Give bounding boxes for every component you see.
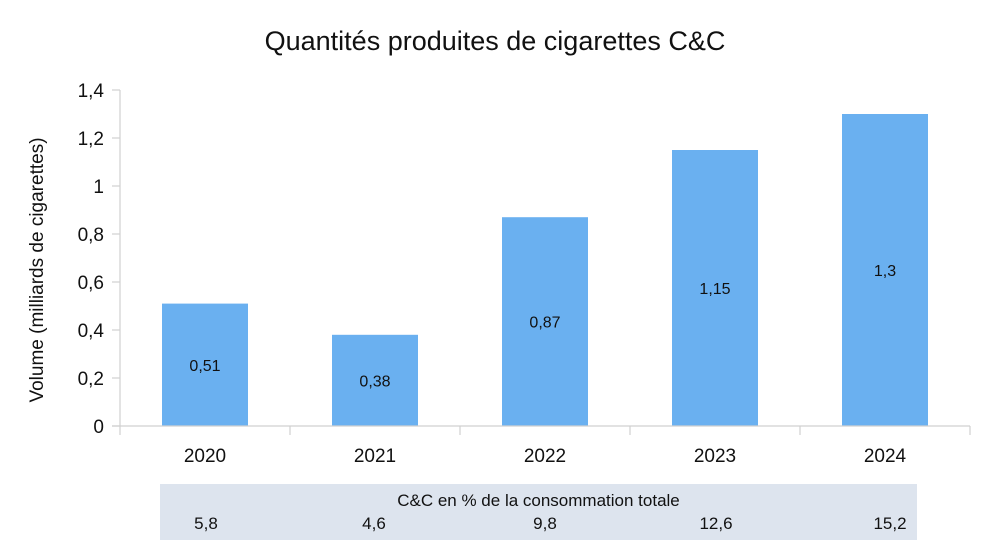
percentage-table: C&C en % de la consommation totale 5,8 4… xyxy=(160,484,917,540)
table-value-2020: 5,8 xyxy=(194,514,218,533)
bar-2023 xyxy=(672,150,758,426)
x-tick-label-2022: 2022 xyxy=(524,446,566,467)
bar-2020 xyxy=(162,303,248,426)
y-tick-label: 1,4 xyxy=(78,81,105,102)
data-label-2024: 1,3 xyxy=(874,263,896,280)
bar-2024 xyxy=(842,114,928,426)
table-value-2023: 12,6 xyxy=(699,514,733,533)
y-tick-label: 1,2 xyxy=(78,129,104,150)
y-tick-label: 0,8 xyxy=(78,225,104,246)
bar-2021 xyxy=(332,334,418,426)
y-tick-label: 0,6 xyxy=(78,273,104,294)
data-label-2023: 1,15 xyxy=(699,281,730,298)
bar-2022 xyxy=(502,217,588,426)
data-label-2022: 0,87 xyxy=(529,315,560,332)
table-title: C&C en % de la consommation totale xyxy=(397,491,680,510)
y-tick-label: 0,4 xyxy=(78,321,105,342)
x-tick-label-2020: 2020 xyxy=(184,446,226,467)
y-tick-label: 1 xyxy=(93,177,104,198)
y-tick-label: 0,2 xyxy=(78,369,104,390)
x-tick-label-2021: 2021 xyxy=(354,446,396,467)
table-value-2024: 15,2 xyxy=(873,514,907,533)
chart-title: Quantités produites de cigarettes C&C xyxy=(264,26,726,56)
data-label-2020: 0,51 xyxy=(189,358,220,375)
table-value-2021: 4,6 xyxy=(362,514,386,533)
x-tick-label-2024: 2024 xyxy=(864,446,907,467)
x-tick-label-2023: 2023 xyxy=(694,446,736,467)
data-label-2021: 0,38 xyxy=(359,373,390,390)
table-value-2022: 9,8 xyxy=(533,514,557,533)
y-tick-label: 0 xyxy=(93,417,104,438)
